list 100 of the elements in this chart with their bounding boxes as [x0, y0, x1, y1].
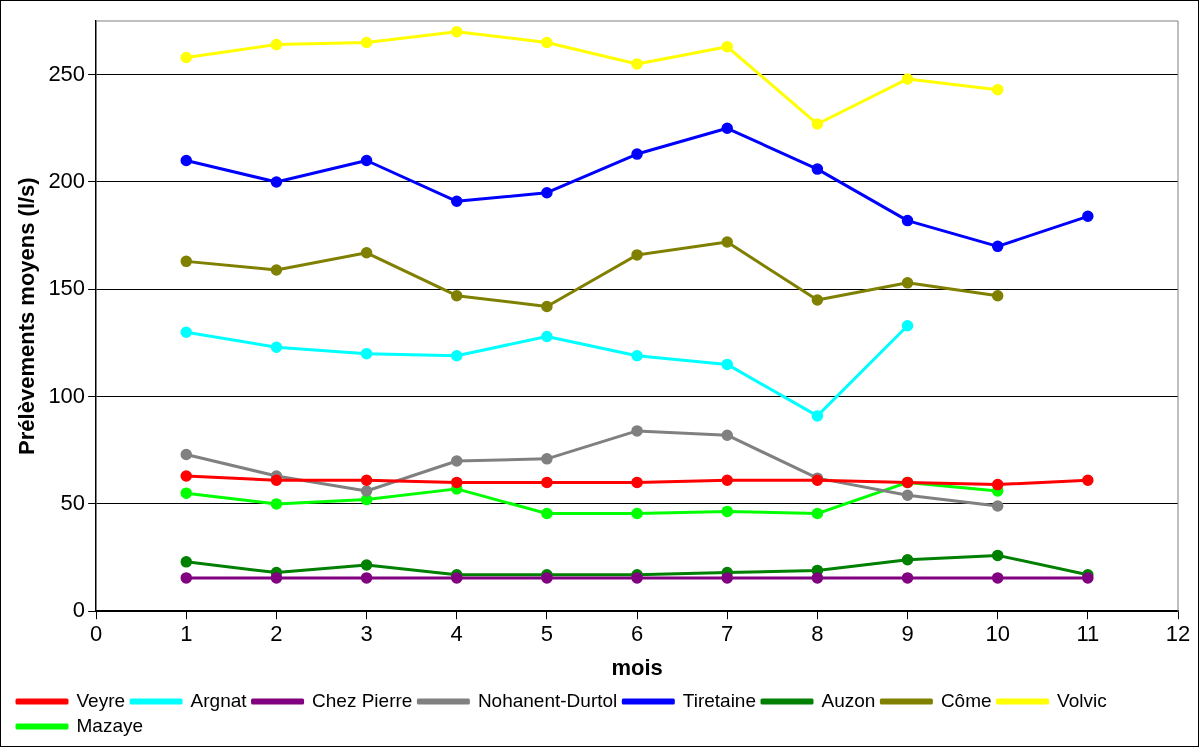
point: [631, 425, 643, 437]
x-tick-label: 2: [270, 621, 283, 647]
point: [270, 264, 283, 276]
legend-label: Tiretaine: [682, 689, 757, 711]
point: [450, 476, 463, 489]
point: [631, 249, 643, 261]
point: [360, 347, 373, 360]
y-tick-label: 150: [48, 275, 86, 301]
x-tick-label: 8: [811, 621, 824, 647]
point: [991, 549, 1004, 562]
point: [721, 41, 733, 53]
point: [991, 240, 1004, 253]
point: [631, 476, 643, 489]
point: [811, 118, 824, 130]
point: [360, 572, 373, 584]
legend-label: Côme: [940, 689, 992, 711]
point: [811, 294, 824, 306]
point: [360, 474, 373, 487]
point: [721, 505, 733, 518]
legend-label: Veyre: [76, 689, 126, 711]
point: [811, 572, 824, 584]
x-tick-label: 0: [89, 621, 103, 647]
legend-label: Nohanent-Durtol: [477, 689, 618, 711]
point: [991, 478, 1004, 491]
point: [450, 455, 463, 467]
point: [721, 429, 733, 441]
point: [901, 73, 914, 85]
x-tick-label: 9: [901, 621, 914, 647]
point: [901, 553, 914, 566]
point: [450, 572, 463, 584]
point: [541, 476, 553, 489]
point: [180, 51, 193, 64]
point: [270, 38, 283, 51]
point: [901, 489, 914, 502]
point: [991, 289, 1004, 302]
legend-label: Mazaye: [76, 714, 144, 736]
point: [450, 350, 463, 362]
point: [631, 572, 643, 584]
x-tick-label: 12: [1165, 621, 1191, 647]
point: [901, 320, 914, 332]
x-tick-label: 7: [721, 621, 734, 647]
legend-label: Volvic: [1057, 689, 1107, 711]
point: [360, 559, 373, 571]
point: [721, 358, 733, 371]
point: [991, 83, 1004, 96]
point: [180, 487, 193, 499]
x-tick-label: 4: [450, 621, 463, 647]
point: [631, 58, 643, 70]
x-tick-label: 3: [360, 621, 373, 647]
point: [631, 148, 643, 160]
legend-label: Chez Pierre: [312, 689, 413, 711]
point: [270, 474, 283, 487]
point: [270, 341, 283, 353]
point: [360, 247, 373, 259]
point: [631, 350, 643, 362]
point: [901, 214, 914, 227]
point: [180, 470, 193, 482]
y-tick-label: 200: [48, 168, 86, 194]
point: [180, 572, 193, 584]
point: [721, 572, 733, 584]
legend-label: Argnat: [190, 689, 248, 711]
point: [541, 453, 553, 465]
y-tick-label: 0: [72, 597, 86, 623]
y-tick-label: 100: [48, 382, 86, 408]
point: [811, 163, 824, 175]
point: [541, 36, 553, 49]
y-axis-title: Prélèvements moyens (l/s): [14, 177, 40, 455]
point: [1082, 474, 1094, 487]
point: [811, 507, 824, 520]
point: [270, 572, 283, 584]
x-tick-label: 10: [985, 621, 1010, 647]
point: [270, 176, 283, 188]
x-axis-title: mois: [611, 654, 663, 680]
point: [541, 300, 553, 313]
point: [541, 507, 553, 520]
point: [360, 485, 373, 497]
point: [721, 474, 733, 487]
x-tick-label: 1: [180, 621, 193, 647]
point: [180, 556, 193, 568]
point: [541, 572, 553, 584]
point: [721, 122, 733, 135]
point: [901, 277, 914, 289]
x-tick-label: 5: [540, 621, 554, 647]
x-tick-label: 11: [1076, 621, 1100, 647]
point: [991, 500, 1004, 512]
point: [360, 154, 373, 167]
x-tick-label: 6: [630, 621, 644, 647]
point: [180, 255, 193, 268]
point: [450, 195, 463, 208]
point: [991, 572, 1004, 584]
point: [180, 448, 193, 461]
point: [1082, 210, 1094, 223]
point: [180, 326, 193, 338]
point: [631, 507, 643, 520]
point: [1082, 572, 1094, 584]
point: [811, 410, 824, 422]
point: [721, 236, 733, 248]
y-tick-label: 50: [60, 489, 86, 515]
point: [541, 330, 553, 343]
y-tick-label: 250: [48, 60, 86, 86]
